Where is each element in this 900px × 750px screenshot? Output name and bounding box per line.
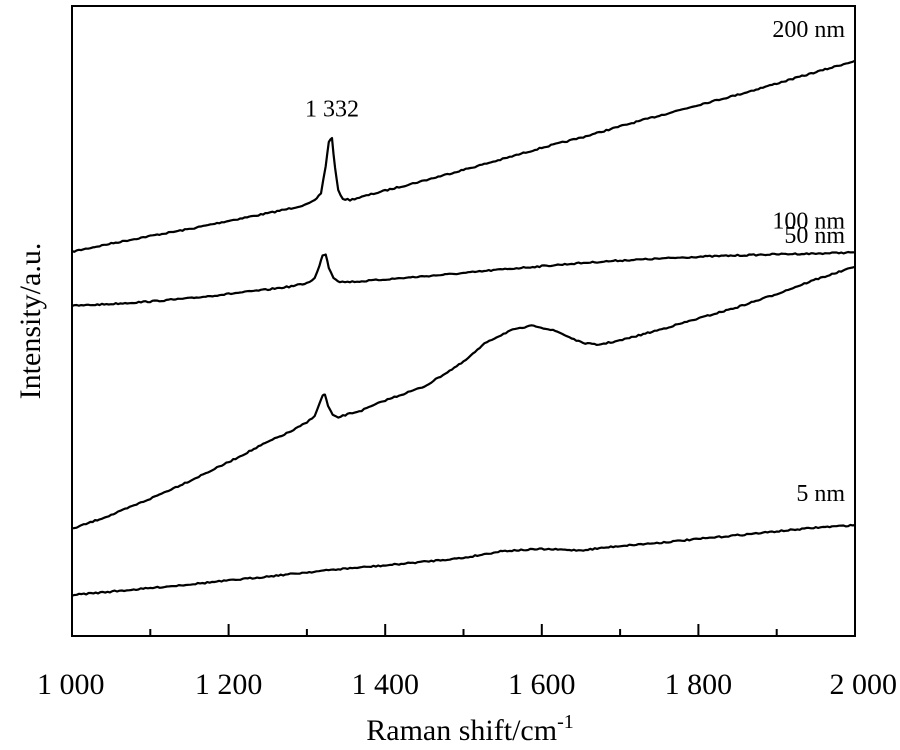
x-tick-label: 1 000 bbox=[37, 668, 105, 701]
x-tick-label: 1 800 bbox=[665, 668, 733, 701]
series-lines bbox=[71, 59, 856, 597]
x-axis-title-text: Raman shift/cm bbox=[366, 714, 557, 747]
x-axis-title: Raman shift/cm-1 bbox=[366, 711, 573, 747]
series-label: 200 nm bbox=[772, 17, 845, 43]
x-axis-tick-labels: 1 000 1 200 1 400 1 600 1 800 2 000 bbox=[37, 668, 897, 701]
x-tick-label: 1 400 bbox=[351, 668, 419, 701]
series-line-200-nm bbox=[71, 59, 856, 253]
x-axis-ticks bbox=[71, 624, 856, 636]
series-line-100-nm bbox=[71, 250, 856, 308]
peak-annotation: 1 332 bbox=[305, 96, 359, 122]
plot-frame bbox=[71, 5, 856, 637]
series-label: 100 nm bbox=[772, 208, 845, 234]
series-label: 5 nm bbox=[796, 481, 845, 507]
x-tick-label: 2 000 bbox=[830, 668, 898, 701]
x-tick-label: 1 200 bbox=[195, 668, 263, 701]
y-axis-title: Intensity/a.u. bbox=[14, 243, 47, 400]
annotations: 1 332 bbox=[305, 96, 359, 122]
series-line-5-nm bbox=[71, 523, 856, 597]
series-label: 50 nm bbox=[784, 223, 845, 249]
series-line-50-nm bbox=[71, 265, 856, 530]
x-tick-label: 1 600 bbox=[508, 668, 576, 701]
x-axis-title-superscript: -1 bbox=[557, 711, 574, 733]
